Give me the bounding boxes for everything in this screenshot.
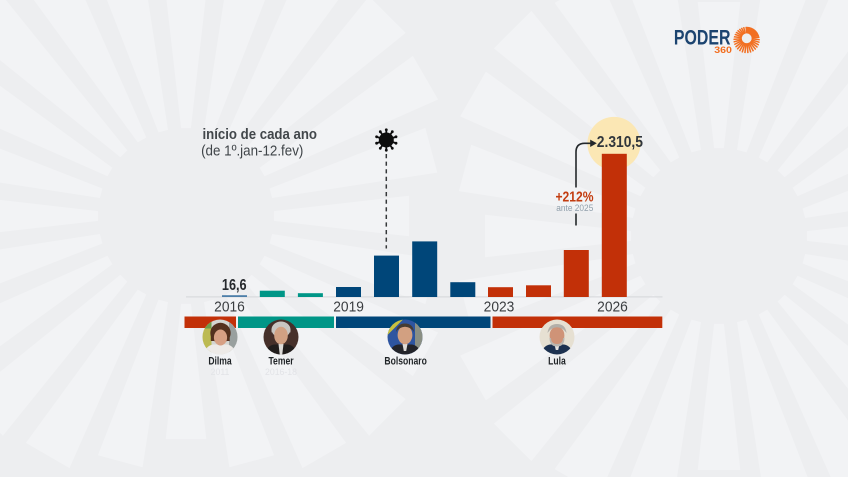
svg-text:Dilma: Dilma: [208, 356, 232, 368]
svg-text:360: 360: [714, 46, 732, 56]
svg-text:2.310,5: 2.310,5: [597, 135, 643, 152]
svg-text:Lula: Lula: [548, 356, 566, 368]
svg-text:2016-18: 2016-18: [265, 367, 297, 377]
svg-text:PODER: PODER: [674, 26, 731, 50]
svg-text:2011: 2011: [211, 367, 230, 377]
svg-text:16,6: 16,6: [222, 277, 247, 295]
svg-text:Bolsonaro: Bolsonaro: [384, 356, 426, 368]
svg-text:2019: 2019: [333, 299, 364, 316]
svg-text:2016: 2016: [214, 299, 245, 316]
svg-text:2023: 2023: [484, 299, 515, 316]
svg-text:(de 1º.jan-12.fev): (de 1º.jan-12.fev): [201, 143, 303, 160]
svg-text:ante 2025: ante 2025: [556, 202, 593, 213]
svg-text:2026: 2026: [597, 299, 628, 316]
svg-text:Temer: Temer: [268, 356, 293, 368]
svg-text:+212%: +212%: [555, 188, 593, 204]
svg-text:início de cada ano: início de cada ano: [203, 125, 318, 142]
